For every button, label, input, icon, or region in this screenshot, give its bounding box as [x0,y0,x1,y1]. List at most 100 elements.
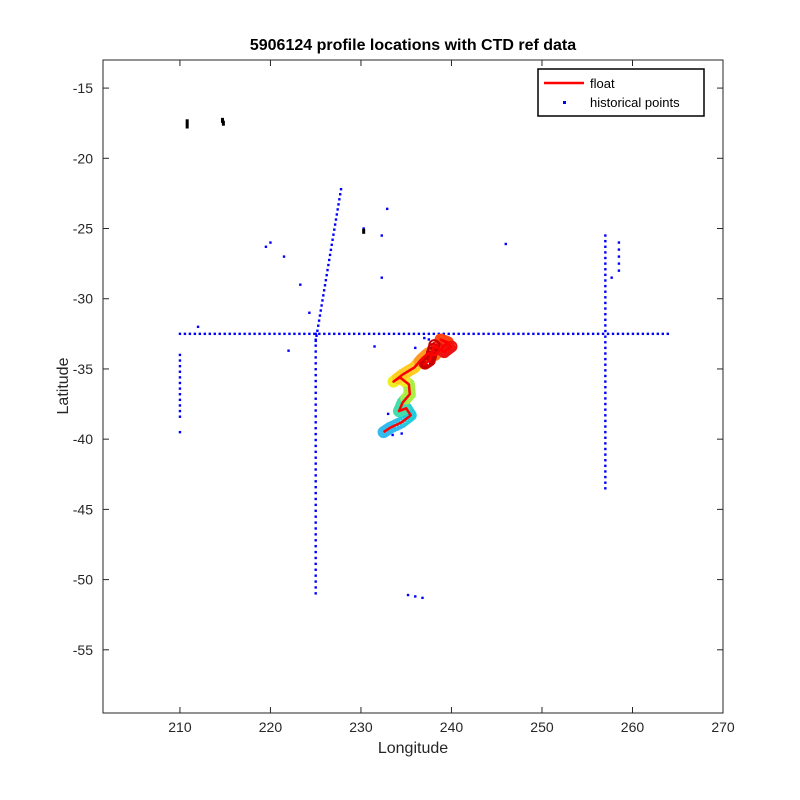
historical-point [380,276,383,279]
historical-point [621,332,625,336]
historical-point [338,332,341,336]
historical-point [314,462,317,465]
historical-point [316,329,319,332]
historical-point [268,332,271,336]
historical-point [314,592,317,595]
historical-point [367,332,371,336]
historical-point [315,334,318,338]
historical-point [604,481,607,484]
historical-point [178,387,182,390]
historical-point [452,332,455,336]
historical-point [357,332,361,336]
historical-point [299,283,302,286]
historical-point [661,332,665,336]
historical-point [303,332,306,336]
historical-point [223,332,226,336]
historical-point [282,255,286,258]
historical-point [427,332,431,336]
historical-point [314,503,317,507]
historical-point [562,332,565,336]
historical-point [432,332,436,336]
historical-point [338,198,341,201]
historical-point [314,580,317,583]
historical-point [333,223,337,226]
historical-point [604,391,607,395]
historical-point [238,332,241,336]
historical-point [631,332,635,336]
historical-point [178,364,182,368]
historical-point [314,450,317,453]
x-tick-label: 220 [259,719,283,735]
historical-point [604,341,607,344]
historical-point [213,332,216,336]
historical-point [604,262,607,265]
historical-point [596,332,600,336]
historical-point [337,203,340,206]
historical-point [576,332,580,336]
historical-point [616,332,620,336]
historical-point [604,436,607,439]
historical-point [604,273,607,277]
historical-point [604,374,607,378]
historical-point [317,324,320,327]
historical-point [314,491,317,495]
historical-point [188,332,192,336]
historical-point [472,332,475,336]
historical-point [423,336,426,340]
black-point [185,123,189,129]
historical-point [328,332,331,336]
historical-point [414,595,417,598]
historical-point [314,533,317,536]
historical-point [604,324,607,327]
y-tick-label: -35 [73,361,93,377]
historical-point [322,289,326,292]
historical-point [504,242,507,246]
historical-point [314,373,317,377]
historical-point [333,332,336,336]
historical-point [343,332,346,336]
historical-point [314,379,317,383]
historical-point [497,332,500,336]
historical-point [462,332,465,336]
historical-point [314,362,317,365]
historical-point [617,255,621,258]
historical-point [402,332,406,336]
historical-point [314,332,317,336]
legend-float-label: float [590,76,615,91]
historical-point [287,349,290,352]
historical-point [517,332,520,336]
historical-point [308,311,311,314]
historical-point [532,332,535,336]
historical-point [178,430,182,434]
historical-point [386,412,390,416]
historical-point [331,238,334,241]
historical-point [314,468,317,471]
black-point [220,117,224,123]
historical-point [293,332,296,336]
historical-point [527,332,530,336]
historical-point [601,332,605,336]
historical-point [557,332,560,336]
historical-point [319,309,322,312]
historical-point [288,332,291,336]
historical-point [362,227,365,230]
historical-point [323,284,327,287]
historical-point [617,269,621,272]
historical-point [604,447,607,451]
historical-point [314,574,317,577]
historical-point [604,363,607,366]
historical-point [196,325,200,329]
historical-point [178,370,182,373]
historical-point [604,312,607,316]
historical-point [604,430,607,434]
historical-point [338,193,342,196]
historical-point [502,332,505,336]
legend-historical-dot [563,101,566,104]
black-point [362,228,366,234]
historical-point [314,409,317,412]
historical-point [421,596,424,600]
historical-point [604,357,607,361]
x-tick-label: 240 [440,719,464,735]
y-tick-label: -55 [73,642,93,658]
